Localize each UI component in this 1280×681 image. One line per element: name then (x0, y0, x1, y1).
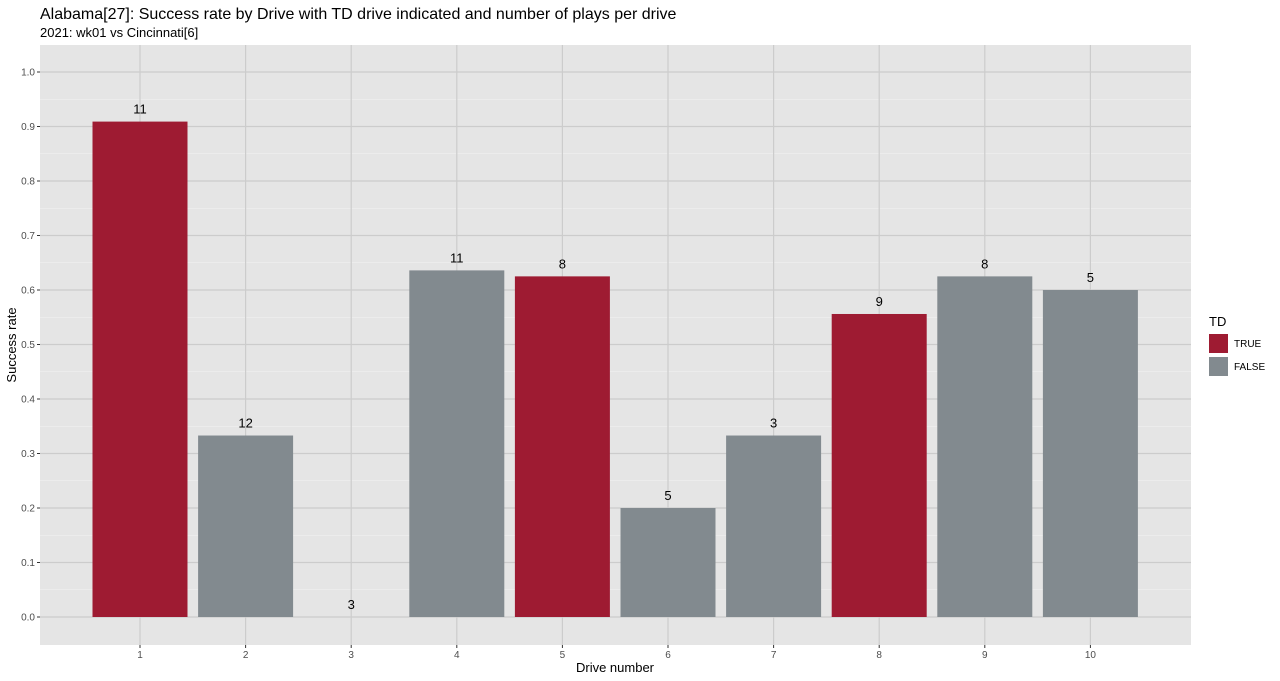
data-label-drive-2: 12 (238, 416, 252, 431)
bar-drive-1 (92, 121, 188, 617)
x-tick-label: 6 (665, 650, 671, 661)
legend-label-false: FALSE (1234, 362, 1265, 373)
x-axis-title: Drive number (576, 660, 655, 675)
y-tick-label: 0.8 (21, 177, 35, 188)
bar-drive-9 (937, 276, 1033, 617)
y-tick-label: 0.3 (21, 449, 35, 460)
data-label-drive-4: 11 (450, 250, 464, 265)
y-axis-title: Success rate (4, 307, 19, 382)
y-tick-label: 0.1 (21, 558, 35, 569)
x-tick-label: 7 (771, 650, 777, 661)
legend-swatch-true (1209, 334, 1228, 353)
y-tick-label: 1.0 (21, 68, 35, 79)
bar-drive-7 (726, 435, 822, 617)
x-tick-label: 10 (1085, 650, 1097, 661)
x-tick-label: 4 (454, 650, 460, 661)
bar-drive-6 (620, 508, 716, 617)
legend-label-true: TRUE (1234, 339, 1262, 350)
y-tick-label: 0.6 (21, 286, 35, 297)
x-tick-label: 2 (243, 650, 249, 661)
legend-swatch-false (1209, 357, 1228, 376)
y-tick-label: 0.0 (21, 613, 35, 624)
bars (92, 121, 1138, 617)
y-tick-label: 0.4 (21, 395, 35, 406)
data-label-drive-10: 5 (1087, 270, 1094, 285)
bar-labels: 11 12 3 11 8 5 3 9 8 5 (133, 102, 1094, 612)
y-axis: 0.0 0.1 0.2 0.3 0.4 0.5 0.6 0.7 0.8 0.9 1.0 (21, 68, 40, 624)
bar-drive-10 (1042, 290, 1138, 617)
x-tick-label: 8 (876, 650, 882, 661)
x-tick-label: 1 (137, 650, 143, 661)
data-label-drive-5: 8 (559, 256, 566, 271)
data-label-drive-3: 3 (348, 597, 355, 612)
x-axis: 1 2 3 4 5 6 7 8 9 10 (137, 645, 1096, 661)
x-tick-label: 5 (560, 650, 566, 661)
bar-drive-8 (831, 313, 927, 617)
data-label-drive-6: 5 (664, 488, 671, 503)
y-tick-label: 0.2 (21, 504, 35, 515)
data-label-drive-1: 11 (133, 102, 147, 117)
bar-drive-5 (514, 276, 610, 617)
data-label-drive-7: 3 (770, 416, 777, 431)
chart-subtitle: 2021: wk01 vs Cincinnati[6] (40, 25, 198, 40)
bar-drive-2 (198, 435, 294, 617)
y-tick-label: 0.9 (21, 122, 35, 133)
y-tick-label: 0.7 (21, 231, 35, 242)
data-label-drive-8: 9 (876, 294, 883, 309)
legend-title: TD (1209, 314, 1226, 329)
x-tick-label: 9 (982, 650, 988, 661)
legend: TD TRUE FALSE (1209, 314, 1265, 376)
bar-drive-4 (409, 270, 505, 617)
data-label-drive-9: 8 (981, 256, 988, 271)
y-tick-label: 0.5 (21, 340, 35, 351)
chart-title: Alabama[27]: Success rate by Drive with … (40, 6, 677, 23)
x-tick-label: 3 (348, 650, 354, 661)
